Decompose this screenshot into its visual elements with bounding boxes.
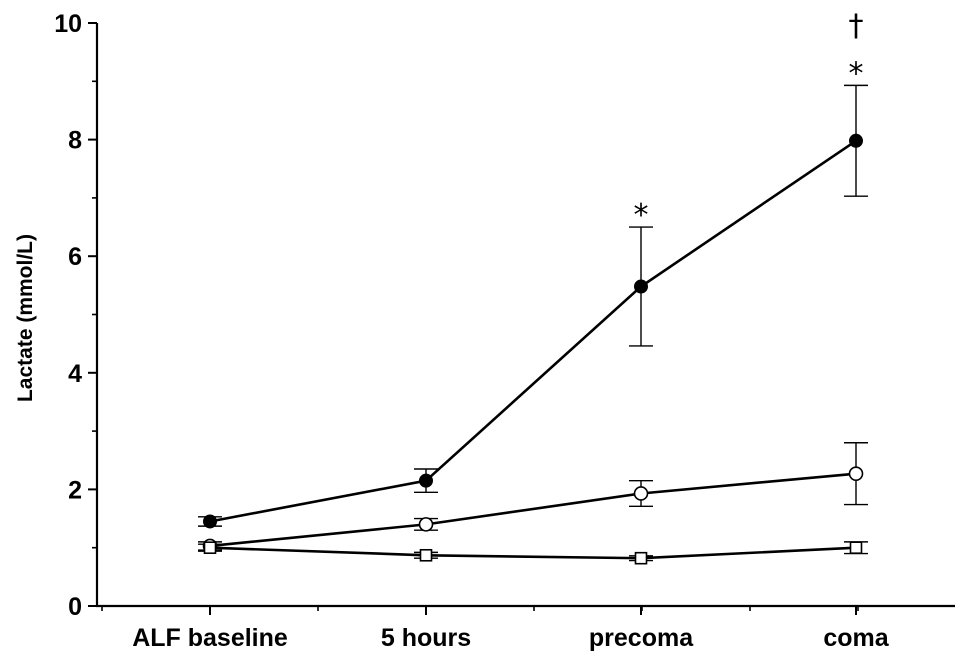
x-tick-label: 5 hours (381, 624, 471, 652)
significance-mark: * (634, 198, 649, 233)
x-tick-label: coma (823, 624, 889, 652)
x-tick-label: precoma (589, 624, 694, 652)
data-point (849, 541, 863, 555)
data-point (418, 517, 434, 532)
y-tick-label: 8 (68, 127, 82, 155)
data-point (419, 548, 433, 562)
data-markers (202, 133, 864, 565)
y-tick-label: 4 (68, 360, 82, 388)
axes: 0 2 4 6 8 10 ALF baseline 5 hours precoma coma (54, 10, 955, 652)
x-tick-label: ALF baseline (132, 624, 288, 652)
data-point (849, 133, 863, 148)
data-point (848, 466, 864, 481)
y-tick-label: 2 (68, 476, 82, 504)
data-point (203, 541, 217, 555)
data-point (634, 279, 648, 294)
series-lines (209, 139, 857, 560)
data-point (419, 473, 433, 488)
significance-mark: † (849, 8, 864, 43)
annotations: * * † (634, 8, 864, 233)
data-point (633, 486, 649, 501)
error-bars (198, 84, 868, 562)
y-axis-label: Lactate (mmol/L) (14, 234, 37, 402)
series-line (209, 139, 857, 523)
y-tick-label: 6 (68, 243, 82, 271)
y-tick-label: 0 (68, 593, 82, 621)
significance-mark: * (849, 56, 864, 91)
series-line (209, 472, 857, 548)
data-point (634, 551, 648, 565)
series-line (209, 546, 857, 560)
y-tick-label: 10 (54, 10, 82, 38)
data-point (203, 514, 217, 529)
